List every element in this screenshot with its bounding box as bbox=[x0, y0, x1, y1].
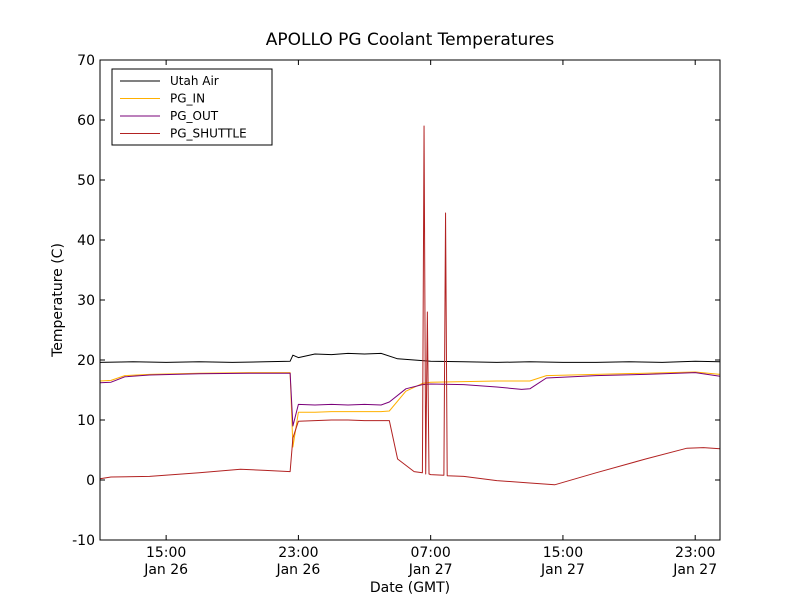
series-line-pg-out bbox=[99, 372, 721, 427]
y-tick-label: 70 bbox=[77, 53, 95, 69]
x-tick-label-time: 23:00 bbox=[675, 545, 715, 561]
series-line-utah-air bbox=[99, 352, 721, 363]
legend: Utah Air PG_IN PG_OUT PG_SHUTTLE bbox=[111, 68, 273, 146]
x-tick-label-time: 07:00 bbox=[410, 545, 450, 561]
y-tick-label: 60 bbox=[77, 113, 95, 129]
x-tick-label-date: Jan 27 bbox=[408, 562, 453, 578]
legend-label-pg-shuttle: PG_SHUTTLE bbox=[170, 127, 247, 141]
series-line-pg-in bbox=[99, 371, 721, 448]
y-tick-label: 0 bbox=[86, 473, 95, 489]
y-tick-label: -10 bbox=[72, 533, 95, 549]
y-tick-label: 30 bbox=[77, 293, 95, 309]
chart-title: APOLLO PG Coolant Temperatures bbox=[266, 30, 555, 50]
x-axis-label: Date (GMT) bbox=[370, 580, 450, 596]
y-axis-label: Temperature (C) bbox=[50, 243, 66, 358]
x-tick-label-date: Jan 27 bbox=[672, 562, 717, 578]
x-tick-label-date: Jan 27 bbox=[540, 562, 585, 578]
series-line-pg-shuttle bbox=[99, 125, 721, 486]
y-tick-label: 10 bbox=[77, 413, 95, 429]
x-tick-label-time: 15:00 bbox=[146, 545, 186, 561]
legend-label-pg-in: PG_IN bbox=[170, 92, 205, 106]
x-tick-label-date: Jan 26 bbox=[143, 562, 188, 578]
legend-box bbox=[111, 68, 273, 146]
legend-label-utah-air: Utah Air bbox=[170, 74, 219, 88]
y-tick-label: 20 bbox=[77, 353, 95, 369]
x-tick-label-date: Jan 26 bbox=[275, 562, 320, 578]
plot-area bbox=[99, 125, 721, 486]
y-tick-label: 50 bbox=[77, 173, 95, 189]
x-tick-label-time: 23:00 bbox=[278, 545, 318, 561]
x-tick-label-time: 15:00 bbox=[543, 545, 583, 561]
y-tick-label: 40 bbox=[77, 233, 95, 249]
legend-label-pg-out: PG_OUT bbox=[170, 109, 219, 123]
